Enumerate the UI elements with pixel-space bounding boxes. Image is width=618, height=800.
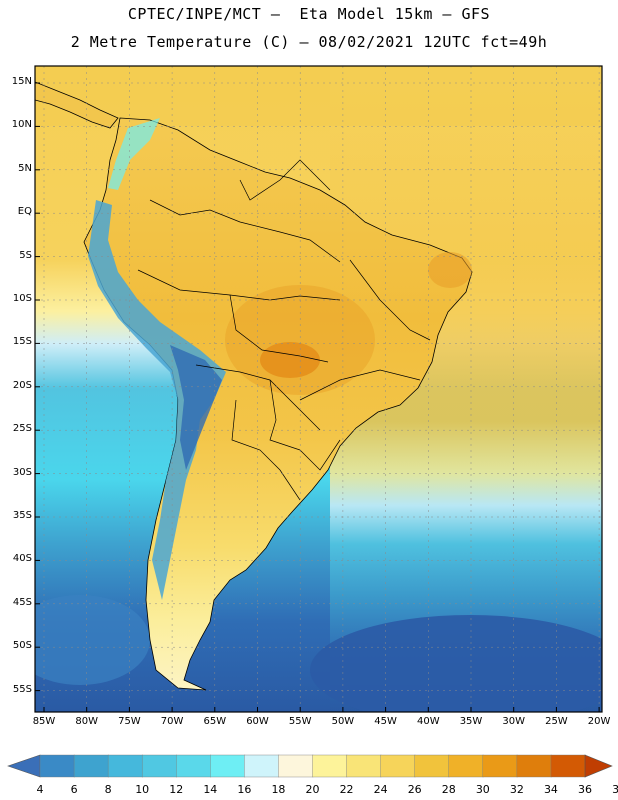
colorbar-swatch bbox=[346, 754, 382, 778]
lat-label: 15S bbox=[12, 336, 32, 348]
lat-label: 40S bbox=[12, 553, 32, 565]
colorbar-label: 8 bbox=[104, 783, 112, 796]
colorbar-swatch bbox=[448, 754, 484, 778]
colorbar-label: 36 bbox=[578, 783, 592, 796]
lat-label: 10S bbox=[12, 293, 32, 304]
lat-label: 20S bbox=[12, 379, 32, 391]
colorbar-swatch bbox=[176, 754, 212, 778]
colorbar-swatch bbox=[278, 754, 314, 778]
colorbar-label: 32 bbox=[509, 783, 524, 796]
colorbar-label: 38 bbox=[612, 783, 618, 796]
andes-cold-band bbox=[88, 200, 226, 600]
lat-label: EQ bbox=[17, 206, 32, 218]
colorbar-label: 22 bbox=[339, 783, 354, 796]
lon-label: 85W bbox=[32, 716, 56, 727]
colorbar-swatch bbox=[414, 754, 450, 778]
lat-label: 30S bbox=[12, 466, 32, 478]
lon-label: 20W bbox=[587, 716, 611, 727]
lon-label: 60W bbox=[246, 716, 269, 727]
colorbar-label: 18 bbox=[271, 783, 286, 796]
map-title: CPTEC/INPE/MCT – Eta Model 15km – GFS bbox=[127, 5, 491, 23]
lon-label: 55W bbox=[288, 716, 312, 727]
colorbar-label: 12 bbox=[169, 783, 184, 796]
colorbar-label: 34 bbox=[543, 783, 558, 796]
colorbar-label: 26 bbox=[407, 783, 422, 796]
lon-label: 70W bbox=[160, 716, 184, 727]
colorbar-label: 20 bbox=[305, 783, 320, 796]
colorbar-label: 16 bbox=[237, 783, 252, 796]
lat-label: 5N bbox=[18, 162, 32, 174]
lat-label: 50S bbox=[12, 640, 32, 652]
colorbar-label: 6 bbox=[70, 783, 78, 796]
colorbar-swatch bbox=[380, 754, 416, 778]
lon-label: 45W bbox=[374, 716, 397, 727]
colorbar-label: 28 bbox=[441, 783, 456, 796]
lat-label: 35S bbox=[12, 510, 32, 521]
colorbar-swatch bbox=[244, 754, 280, 778]
colorbar-arrow-high bbox=[584, 754, 613, 778]
colorbar-swatch bbox=[73, 754, 109, 778]
lon-label: 75W bbox=[118, 716, 141, 727]
country-borders bbox=[137, 159, 431, 501]
map-subtitle: 2 Metre Temperature (C) – 08/02/2021 12U… bbox=[70, 33, 548, 51]
colorbar-swatch bbox=[141, 754, 177, 778]
lat-label: 5S bbox=[19, 249, 32, 261]
colorbar-swatch bbox=[210, 754, 246, 778]
colorbar-arrow-low bbox=[7, 754, 41, 778]
lat-label: 45S bbox=[12, 596, 32, 608]
map-frame bbox=[34, 65, 603, 713]
lat-label: 10N bbox=[11, 119, 32, 131]
colorbar-label: 4 bbox=[36, 783, 44, 796]
lon-label: 35W bbox=[459, 716, 483, 727]
colorbar-label: 30 bbox=[475, 783, 490, 796]
lon-label: 25W bbox=[545, 716, 568, 727]
lon-label: 40W bbox=[416, 716, 440, 727]
colorbar-label: 14 bbox=[203, 783, 218, 796]
colorbar-swatch bbox=[550, 754, 586, 778]
lat-label: 55S bbox=[12, 683, 32, 695]
lat-label: 15N bbox=[11, 76, 32, 87]
lat-label: 25S bbox=[12, 423, 32, 435]
colorbar-label: 10 bbox=[135, 783, 150, 796]
colorbar-swatch bbox=[312, 754, 348, 778]
lat-lon-grid bbox=[35, 66, 602, 712]
lon-label: 30W bbox=[502, 716, 525, 727]
colorbar-swatch bbox=[516, 754, 552, 778]
colorbar-swatch bbox=[482, 754, 518, 778]
colorbar-swatch bbox=[107, 754, 143, 778]
lon-label: 50W bbox=[331, 716, 355, 727]
lon-label: 65W bbox=[203, 716, 227, 727]
lon-label: 80W bbox=[75, 716, 98, 727]
colorbar bbox=[7, 754, 613, 778]
colorbar-label: 24 bbox=[373, 783, 388, 796]
colorbar-swatch bbox=[39, 754, 75, 778]
